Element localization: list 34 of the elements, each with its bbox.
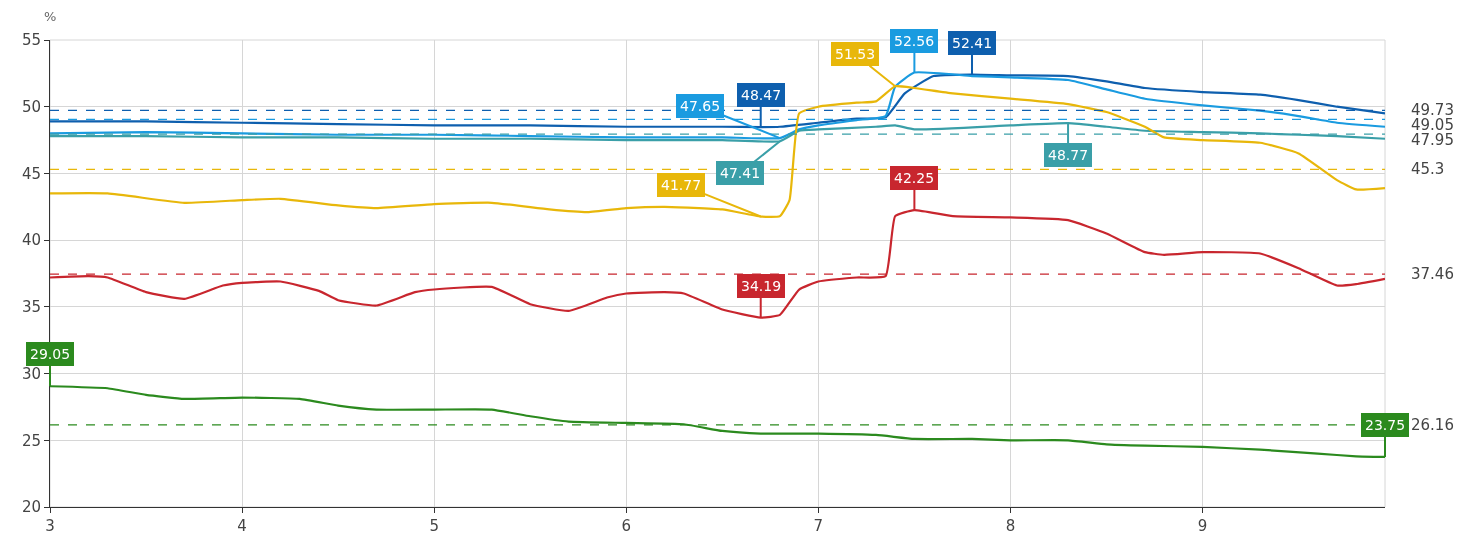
ref-line-label: 49.73 [1411,101,1454,119]
data-label: 48.47 [741,87,782,103]
data-label: 41.77 [661,177,702,193]
y-tick-label: 55 [21,31,41,50]
data-label: 29.05 [30,346,71,362]
ref-line-label: 45.3 [1411,160,1445,178]
data-label: 47.41 [720,165,761,181]
y-tick-label: 35 [21,298,41,317]
x-tick-label: 8 [1005,517,1016,535]
y-tick-label: 20 [21,498,41,517]
ref-line-label: 49.05 [1411,116,1454,134]
ref-line-label: 26.16 [1411,416,1454,434]
ref-line-label: 47.95 [1411,131,1454,149]
data-label: 48.77 [1048,147,1089,163]
x-tick-label: 9 [1197,517,1208,535]
data-label: 52.56 [894,33,935,49]
data-label: 52.41 [952,35,993,51]
y-tick-label: 30 [21,364,41,383]
y-tick-label: 25 [21,431,41,450]
x-tick-label: 7 [813,517,824,535]
data-label: 34.19 [741,278,782,294]
data-label: 47.65 [680,98,721,114]
y-tick-label: 45 [21,164,41,183]
x-tick-label: 3 [45,517,55,535]
y-tick-label: 50 [21,97,41,116]
data-label: 51.53 [835,46,876,62]
x-tick-label: 5 [429,517,439,535]
data-label: 42.25 [894,170,935,186]
x-tick-label: 4 [237,517,247,535]
y-tick-label: 40 [21,231,41,250]
y-axis-title: % [44,9,57,24]
x-tick-label: 6 [621,517,632,535]
ref-line-label: 37.46 [1411,265,1454,283]
data-label: 23.75 [1365,417,1406,433]
